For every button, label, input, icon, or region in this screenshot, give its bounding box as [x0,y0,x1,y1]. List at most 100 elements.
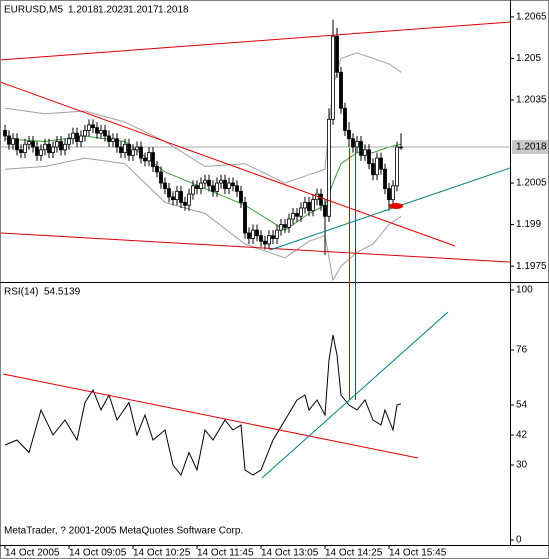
candle-body [183,202,187,206]
candle-body [87,124,91,131]
trend-line [2,373,419,459]
candle-body [83,130,87,137]
close-value: 1.2018 [158,5,189,16]
candle-body [255,229,259,237]
candle-body [203,179,207,184]
price-label: 1.2018 [516,142,547,153]
candle-body [163,182,167,189]
candle-body [7,135,11,145]
candle-body [215,182,219,192]
candle-body [71,132,75,140]
candle-body [11,138,15,145]
candle-body [59,141,63,151]
candle-body [187,193,191,206]
candle-body [355,141,359,148]
rsi-value: 54.5139 [44,287,81,298]
rsi-title: RSI(14) [4,287,38,298]
candle-body [247,232,251,239]
candle-body [251,229,255,239]
trend-line [1,232,510,263]
candle-body [55,141,59,148]
rsi-panel [4,334,402,477]
candle-body [235,185,239,192]
candle-body [239,190,243,203]
candle-body [391,185,395,201]
candle-body [47,143,51,153]
candle-body [99,130,103,134]
candle-body [51,146,55,153]
y-tick-label: 1.199 [516,219,541,230]
candle-body [159,171,163,184]
candle-body [287,218,291,228]
candle-body [27,141,31,145]
candle-body [383,168,387,189]
candle-body [339,71,343,109]
candle-body [259,235,263,242]
candle-body [299,207,303,217]
trend-line [269,167,510,251]
candle-body [107,135,111,142]
candle-body [303,202,307,209]
candle-body [199,182,203,189]
candle-body [119,146,123,153]
symbol: EURUSD,M5 [4,5,63,16]
candle-body [283,224,287,228]
candle-body [395,146,399,187]
x-tick-label: 14 Oct 2005 [5,548,60,559]
y-tick-label: 54 [516,400,528,411]
candle-body [331,35,335,120]
candle-body [359,141,363,156]
candle-body [275,229,279,239]
candle-body [371,163,375,176]
candle-body [379,157,383,170]
candle-body [191,185,195,195]
price-box [512,140,548,155]
y-tick-label: 1.2065 [516,11,547,22]
candle-body [347,130,351,140]
candle-body [171,196,175,201]
candle-body [335,35,339,73]
candle-body [399,146,403,149]
trend-line [1,81,456,247]
candle-body [67,138,71,145]
y-tick-label: 1.2035 [516,95,547,106]
y-tick-label: 0 [516,535,522,546]
rsi-drawings [2,311,449,479]
candle-body [147,152,151,162]
y-tick-label: 42 [516,430,528,441]
candle-body [91,124,95,129]
price-drawings [1,21,510,263]
candle-body [79,135,83,142]
marker [389,203,403,209]
candle-body [291,213,295,220]
y-tick-label: 1.1975 [516,261,547,272]
candle-body [343,107,347,131]
candle-body [139,146,143,159]
candle-body [307,202,311,212]
candle-body [3,130,7,137]
candle-body [19,149,23,153]
candle-body [219,179,223,184]
candle-body [63,143,67,151]
trend-line [261,311,449,479]
candle-body [167,188,171,198]
candle-body [351,138,355,148]
y-tick-label: 30 [516,460,528,471]
copyright: MetaTrader, ? 2001-2005 MetaQuotes Softw… [4,526,243,537]
y-tick-label: 76 [516,345,528,356]
candle-body [271,235,275,239]
candle-body [23,143,27,153]
rsi-line [4,334,402,477]
x-tick-label: 14 Oct 13:05 [261,548,319,559]
x-tick-label: 14 Oct 14:25 [325,548,383,559]
candle-body [227,182,231,189]
y-tick-label: 1.2005 [516,178,547,189]
candle-body [231,182,235,187]
x-tick-label: 14 Oct 11:45 [197,548,254,559]
x-tick-label: 14 Oct 10:25 [133,548,191,559]
candle-body [75,132,79,142]
x-tick-label: 14 Oct 15:45 [389,548,447,559]
candle-body [311,199,315,212]
